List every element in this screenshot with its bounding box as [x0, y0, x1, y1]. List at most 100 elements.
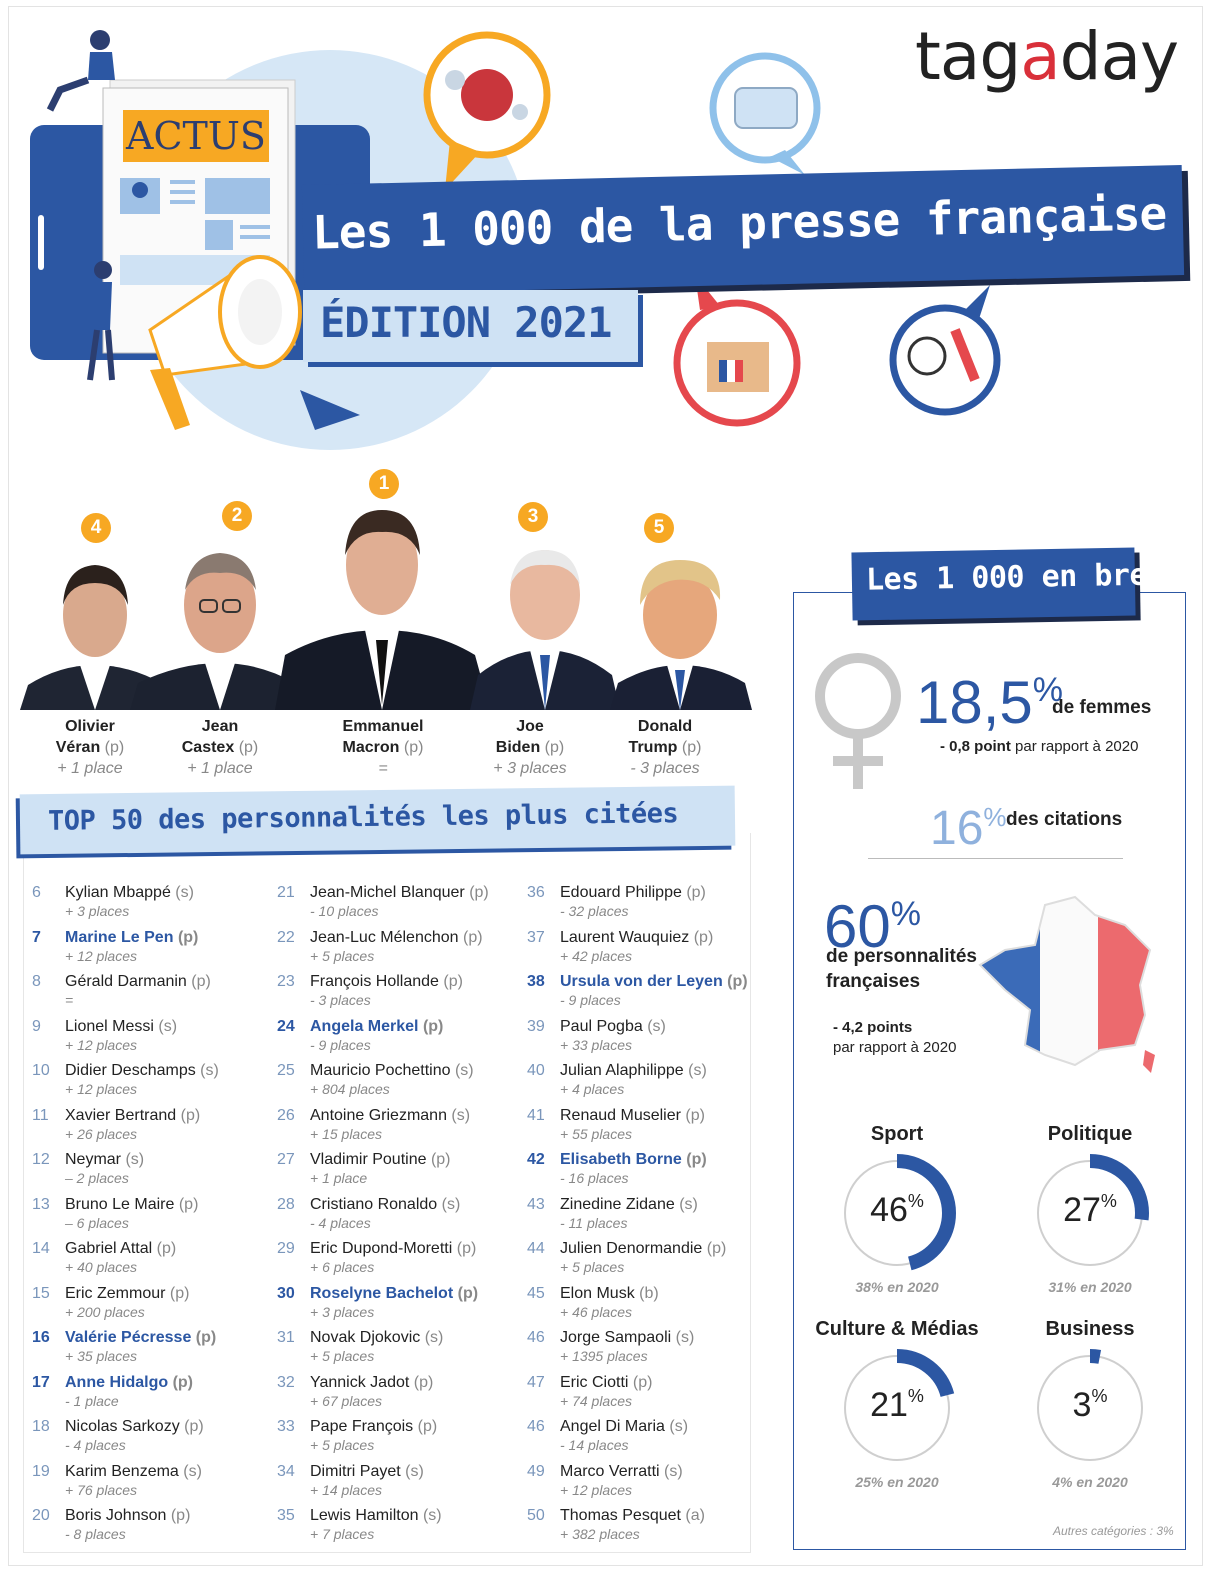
top50-entry: 21 Jean-Michel Blanquer (p) - 10 places: [277, 884, 517, 924]
person-name: Elon Musk (b): [560, 1284, 659, 1302]
category: (s): [675, 1329, 695, 1346]
person-name: Neymar (s): [65, 1151, 145, 1168]
previous-year-value: 4% en 2020: [1052, 1474, 1128, 1490]
category: (p): [430, 1151, 451, 1168]
rank-number: 31: [277, 1329, 295, 1346]
rank-change: - 4 places: [310, 1214, 371, 1231]
person-name: Novak Djokovic (s): [310, 1329, 444, 1346]
french-percentage: 60%: [824, 893, 921, 960]
person-name: Didier Deschamps (s): [65, 1062, 219, 1079]
top50-box: [23, 833, 751, 1553]
person-name: Jorge Sampaoli (s): [560, 1329, 695, 1346]
women-delta: - 0,8 point par rapport à 2020: [940, 738, 1139, 755]
category: (s): [669, 1418, 689, 1435]
first-name: Jean: [201, 718, 239, 735]
rank-number: 26: [277, 1106, 295, 1124]
donut-arc: [1031, 1349, 1149, 1467]
rank-number: 32: [277, 1373, 295, 1391]
rank-number: 9: [32, 1017, 41, 1035]
top50-entry: 16 Valérie Pécresse (p) + 35 places: [32, 1329, 272, 1369]
rank-change: - 1 place: [65, 1392, 119, 1409]
category-donut: [838, 1154, 956, 1272]
rank-change: - 9 places: [310, 1036, 371, 1053]
rank-number: 30: [277, 1284, 295, 1302]
rank-change: + 46 places: [560, 1303, 632, 1320]
previous-year-value: 25% en 2020: [855, 1474, 939, 1490]
person-name: Angela Merkel (p): [310, 1017, 444, 1035]
category: (p): [172, 1373, 193, 1391]
rank-change: + 804 places: [310, 1081, 390, 1097]
top50-entry: 41 Renaud Muselier (p) + 55 places: [527, 1107, 767, 1147]
top50-entry: 13 Bruno Le Maire (p) – 6 places: [32, 1196, 272, 1236]
rank-number: 41: [527, 1106, 545, 1124]
edition-label: ÉDITION 2021: [320, 298, 612, 347]
top50-entry: 36 Edouard Philippe (p) - 32 places: [527, 884, 767, 924]
category: (p): [443, 973, 463, 990]
category: (p): [170, 1507, 191, 1524]
person-name: Antoine Griezmann (s): [310, 1106, 471, 1124]
rank-number: 36: [527, 884, 545, 901]
category: (p): [184, 1418, 204, 1435]
category: (p): [417, 1418, 438, 1435]
rank-number: 37: [527, 928, 545, 946]
category: (s): [664, 1462, 683, 1480]
person-reading-icon: [90, 30, 110, 50]
category: (s): [424, 1329, 444, 1346]
person-name: Mauricio Pochettino (s): [310, 1062, 474, 1079]
person-name: Jean-Luc Mélenchon (p): [310, 928, 483, 946]
top50-entry: 32 Yannick Jadot (p) + 67 places: [277, 1374, 517, 1414]
top50-entry: 31 Novak Djokovic (s) + 5 places: [277, 1329, 517, 1369]
top50-entry: 46 Angel Di Maria (s) - 14 places: [527, 1418, 767, 1458]
rank-change: + 5 places: [310, 947, 375, 964]
top50-entry: 22 Jean-Luc Mélenchon (p) + 5 places: [277, 929, 517, 969]
top50-entry: 49 Marco Verratti (s) + 12 places: [527, 1463, 767, 1503]
top50-entry: 44 Julien Denormandie (p) + 5 places: [527, 1240, 767, 1280]
rank-change: + 3 places: [310, 1303, 375, 1320]
rank-change: + 382 places: [560, 1526, 640, 1542]
top5-portraits: [20, 510, 752, 710]
person-name: Angel Di Maria (s): [560, 1418, 689, 1435]
top50-entry: 8 Gérald Darmanin (p) =: [32, 973, 272, 1013]
category: (p): [238, 739, 259, 756]
football-bubble-icon: [889, 285, 1001, 416]
rank-change: – 2 places: [65, 1170, 129, 1186]
rank-change: + 200 places: [65, 1303, 145, 1320]
top50-entry: 6 Kylian Mbappé (s) + 3 places: [32, 884, 272, 924]
rank-number: 49: [527, 1462, 545, 1480]
top50-entry: 20 Boris Johnson (p) - 8 places: [32, 1507, 272, 1547]
rank-number: 44: [527, 1240, 545, 1257]
top50-entry: 46 Jorge Sampaoli (s) + 1395 places: [527, 1329, 767, 1369]
category: (p): [156, 1240, 177, 1257]
top50-entry: 33 Pape François (p) + 5 places: [277, 1418, 517, 1458]
rank-number: 33: [277, 1418, 295, 1435]
rank-change: + 15 places: [310, 1125, 382, 1142]
person-name: Karim Benzema (s): [65, 1462, 202, 1480]
category: (b): [639, 1284, 659, 1302]
person-name: Julien Denormandie (p): [560, 1240, 727, 1257]
rank-number: 12: [32, 1151, 50, 1168]
rank-change: - 3 places: [310, 992, 371, 1008]
rank-number: 42: [527, 1151, 545, 1168]
category-title: Politique: [1047, 1123, 1133, 1145]
rank-change: + 76 places: [65, 1481, 137, 1498]
donut-arc: [838, 1349, 956, 1467]
person-name: Eric Dupond-Moretti (p): [310, 1240, 477, 1257]
category: (p): [686, 884, 706, 901]
rank-number: 38: [527, 973, 545, 990]
french-label-line2: françaises: [826, 971, 921, 992]
top50-entry: 35 Lewis Hamilton (s) + 7 places: [277, 1507, 517, 1547]
person-name: Anne Hidalgo (p): [65, 1373, 193, 1391]
rank-number: 6: [32, 884, 41, 901]
rank-change: + 33 places: [560, 1036, 632, 1053]
rank-change: - 32 places: [560, 903, 629, 919]
rank-change: + 55 places: [560, 1125, 632, 1142]
person-name: Jean-Michel Blanquer (p): [310, 884, 489, 901]
donut-arc: [838, 1154, 956, 1272]
rank-change: + 67 places: [310, 1392, 382, 1409]
person-name: Julian Alaphilippe (s): [560, 1062, 707, 1079]
top50-entry: 29 Eric Dupond-Moretti (p) + 6 places: [277, 1240, 517, 1280]
rank-change: - 16 places: [560, 1170, 629, 1186]
category: (p): [469, 884, 489, 901]
top50-entry: 45 Elon Musk (b) + 46 places: [527, 1285, 767, 1325]
category: (a): [685, 1507, 705, 1524]
